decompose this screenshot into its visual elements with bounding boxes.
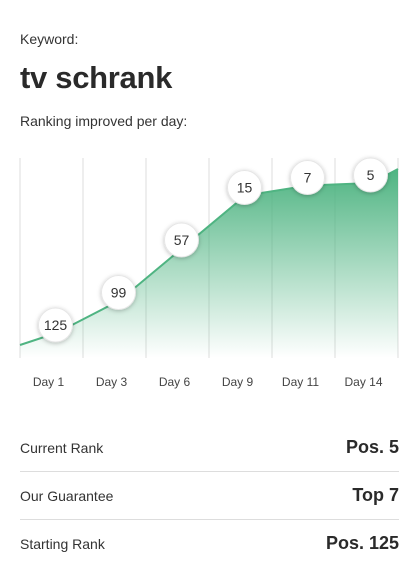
rank-marker: 125 (38, 307, 73, 343)
x-axis-labels: Day 1 Day 3 Day 6 Day 9 Day 11 Day 14 (33, 375, 383, 389)
x-tick-label: Day 14 (344, 375, 382, 389)
rank-stats: Current Rank Pos. 5 Our Guarantee Top 7 … (20, 424, 399, 567)
x-tick-label: Day 9 (222, 375, 254, 389)
rank-marker-label: 57 (174, 232, 190, 248)
stat-row-guarantee: Our Guarantee Top 7 (20, 472, 399, 520)
rank-marker-circle (164, 222, 199, 258)
x-tick-label: Day 6 (159, 375, 191, 389)
rank-marker-circle (290, 160, 325, 195)
guarantee-value: Top 7 (352, 485, 399, 505)
rank-marker-circle (38, 307, 73, 343)
rank-marker: 99 (101, 275, 136, 310)
rank-marker: 7 (290, 160, 325, 195)
starting-rank-value: Pos. 125 (325, 533, 399, 553)
rank-marker: 15 (227, 170, 262, 205)
current-rank-label: Current Rank (20, 440, 104, 456)
rank-marker: 5 (353, 157, 388, 193)
rank-marker-label: 7 (304, 170, 312, 186)
starting-rank-label: Starting Rank (20, 536, 105, 552)
stat-row-starting-rank: Starting Rank Pos. 125 (20, 520, 399, 567)
rank-marker-circle (101, 275, 136, 310)
rank-marker-circle (353, 157, 388, 193)
stat-row-current-rank: Current Rank Pos. 5 (20, 424, 399, 472)
rank-marker: 57 (164, 222, 199, 258)
rank-marker-label: 15 (237, 180, 253, 196)
chart-subtitle: Ranking improved per day: (20, 113, 188, 129)
x-tick-label: Day 11 (282, 375, 319, 389)
rank-marker-label: 99 (111, 285, 127, 301)
chart-markers: 125 99 57 15 7 5 (38, 157, 388, 343)
x-tick-label: Day 1 (33, 375, 65, 389)
current-rank-value: Pos. 5 (345, 437, 399, 457)
keyword-label: Keyword: (20, 31, 79, 47)
rank-marker-circle (227, 170, 262, 205)
x-tick-label: Day 3 (96, 375, 128, 389)
rank-marker-label: 125 (44, 317, 68, 333)
keyword-title: tv schrank (20, 60, 173, 95)
guarantee-label: Our Guarantee (20, 488, 114, 504)
rank-marker-label: 5 (367, 167, 375, 183)
chart-area-fill (20, 169, 398, 358)
